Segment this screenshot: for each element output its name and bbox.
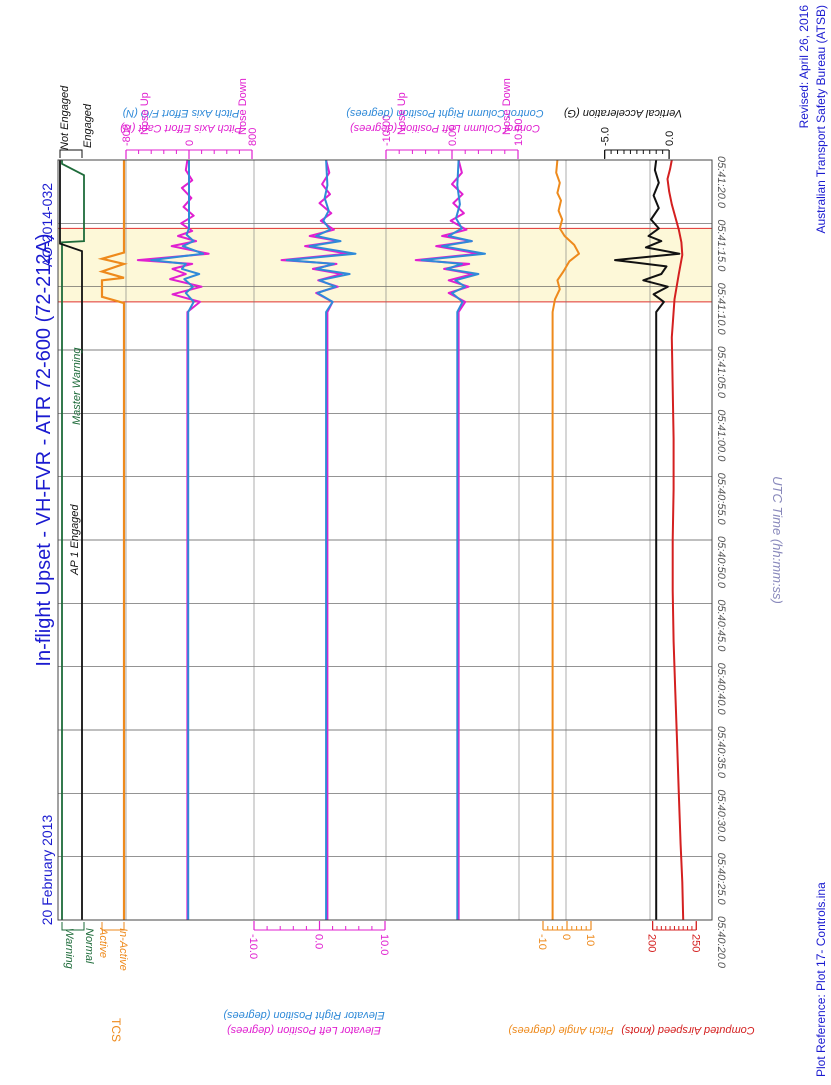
time-tick-label: 05:40:30.0	[715, 789, 727, 842]
engaged-state-label: Engaged	[82, 103, 94, 148]
scale-tick-label: 0.0	[313, 934, 325, 949]
report-id-label: AO-2014-032	[39, 183, 55, 267]
vertical-accel-title: Vertical Acceleration (G)	[563, 107, 682, 119]
time-tick-label: 05:40:55.0	[715, 473, 727, 526]
time-tick-label: 05:40:50.0	[715, 536, 727, 589]
time-tick-label: 05:40:45.0	[715, 599, 727, 652]
series-line-0-1	[150, 160, 205, 920]
column-nose-down-label: Nose Down	[501, 78, 513, 135]
pitch-effort-capt-title: Pitch Axis Effort Capt (N)	[120, 122, 242, 134]
scale-tick-label: 0	[560, 934, 572, 940]
time-tick-label: 05:40:35.0	[715, 726, 727, 779]
tcs-discrete-trace	[97, 160, 128, 920]
time-tick-label: 05:41:10.0	[715, 283, 727, 336]
column-nose-up-label: Nose Up	[396, 92, 408, 135]
ap-state-bracket	[59, 149, 83, 158]
tcs-title: TCS	[109, 1018, 123, 1042]
scale-tick-label: 800	[247, 128, 259, 146]
scale-tick-label: -800	[121, 124, 133, 146]
time-tick-label: 05:40:25.0	[715, 853, 727, 906]
series-line-2-1	[420, 159, 486, 920]
elevator-right-title: Elevator Right Position (degrees)	[223, 1009, 385, 1021]
scale-tick-label: 0.00	[447, 125, 459, 146]
ap1-engaged-annotation: AP 1 Engaged	[69, 504, 81, 576]
chart-title: In-flight Upset - VH-FVR - ATR 72-600 (7…	[33, 233, 55, 666]
column-right-title: Control Column Right Position (degrees)	[346, 107, 544, 119]
event-window-band	[58, 228, 712, 302]
scale-tick-label: 10	[584, 934, 596, 946]
org-label: Australian Transport Safety Bureau (ATSB…	[814, 5, 828, 234]
warning-state-bracket	[61, 922, 85, 931]
scale-tick-label: 0.0	[664, 131, 676, 146]
series-line-3-0	[551, 159, 580, 920]
master-warning-annotation: Master Warning	[71, 347, 83, 425]
warning-state-label: Warning	[63, 928, 75, 970]
scale-tick-label: 10.00	[513, 118, 525, 146]
scale-tick-label: 250	[689, 934, 701, 952]
plot-reference-label: Plot Reference: Plot 17- Controls.ina	[814, 882, 828, 1077]
scale-tick-label: -10.0	[247, 934, 259, 959]
pitch-effort-nose-up-label: Nose Up	[139, 92, 151, 135]
tcs-active-label: Active	[97, 927, 109, 958]
pitch-angle-title: Pitch Angle (degrees)	[508, 1024, 614, 1036]
scale-tick-label: 0	[184, 140, 196, 146]
airspeed-title: Computed Airspeed (knots)	[621, 1024, 755, 1036]
warning-discrete-trace	[61, 160, 85, 920]
series-line-1-1	[285, 159, 357, 920]
elevator-left-title: Elevator Left Position (degrees)	[227, 1024, 381, 1036]
plot-frame	[57, 159, 713, 921]
x-axis-title: UTC Time (hh:mm:ss)	[770, 476, 785, 604]
series-line-4-0	[614, 159, 681, 920]
time-tick-label: 05:41:05.0	[715, 346, 727, 399]
pitch-effort-fo-title: Pitch Axis Effort F/O (N)	[122, 107, 239, 119]
scale-tick-label: 200	[646, 934, 658, 952]
tcs-inactive-label: In-Active	[117, 928, 129, 971]
ap-discrete-trace	[59, 160, 83, 920]
scale-tick-label: -5.0	[600, 127, 612, 146]
revised-label: Revised: April 26, 2016	[797, 5, 811, 129]
time-tick-label: 05:40:40.0	[715, 663, 727, 716]
scale-tick-label: -10.00	[381, 115, 393, 146]
pitch-effort-nose-down-label: Nose Down	[237, 78, 249, 135]
scale-tick-label: -10	[536, 934, 548, 950]
column-left-title: Control Column Left Position (degrees)	[350, 122, 540, 134]
time-tick-label: 05:41:20.0	[715, 156, 727, 209]
normal-state-label: Normal	[83, 928, 95, 964]
series-line-5-0	[666, 159, 685, 921]
tcs-state-bracket	[101, 922, 125, 931]
time-tick-label: 05:41:15.0	[715, 219, 727, 272]
time-tick-label: 05:40:20.0	[715, 916, 727, 969]
date-label: 20 February 2013	[39, 815, 55, 926]
not-engaged-state-label: Not Engaged	[59, 85, 71, 150]
time-tick-label: 05:41:00.0	[715, 409, 727, 462]
scale-tick-label: 10.0	[378, 934, 390, 955]
